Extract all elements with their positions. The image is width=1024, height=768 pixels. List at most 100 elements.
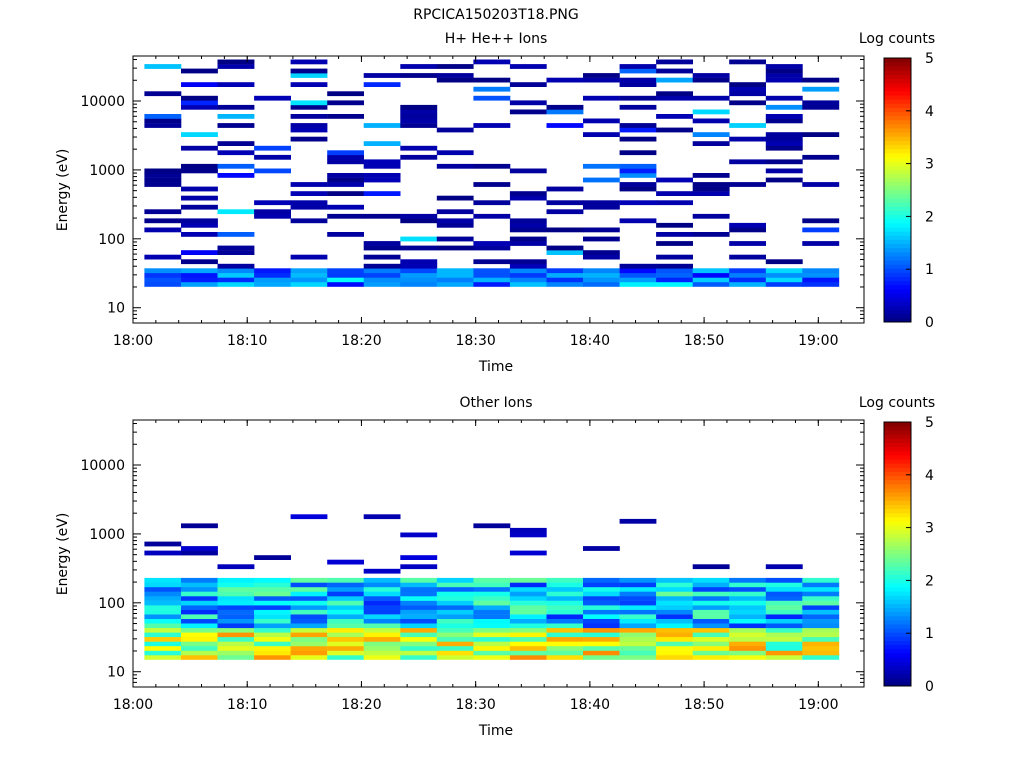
heatmap-cell [217, 272, 255, 278]
heatmap-cell [327, 614, 364, 619]
heatmap-cell [692, 186, 730, 192]
heatmap-cell [765, 582, 803, 588]
heatmap-cell [327, 655, 364, 660]
colorbar-segment [884, 256, 911, 261]
heatmap-cell [509, 632, 547, 638]
heatmap-cell [802, 104, 840, 110]
colorbar-segment [884, 492, 911, 497]
heatmap-cell [692, 596, 730, 601]
x-tick-label: 18:10 [227, 697, 267, 713]
heatmap-cell [436, 605, 474, 610]
heatmap-cell [400, 109, 438, 115]
heatmap-cell [509, 577, 547, 583]
heatmap-cell [729, 609, 766, 615]
heatmap-cell [802, 227, 840, 233]
heatmap-cell [619, 518, 657, 524]
heatmap-cell [181, 68, 218, 74]
heatmap-cell [327, 154, 364, 160]
colorbar-segment [884, 533, 911, 538]
heatmap-cell [144, 609, 182, 615]
colorbar-segment [884, 578, 911, 584]
heatmap-cell [656, 577, 693, 583]
heatmap-cell [254, 213, 291, 219]
heatmap-cell [217, 582, 255, 588]
x-tick-label: 18:20 [341, 697, 381, 713]
heatmap-cell [363, 163, 401, 169]
heatmap-cell [729, 222, 766, 228]
colorbar-segment [884, 661, 911, 666]
colorbar: 0 1 2 3 4 5 [883, 415, 934, 695]
heatmap-cell [729, 636, 766, 642]
heatmap-cell [765, 627, 803, 633]
colorbar-segment [884, 549, 911, 555]
heatmap-cell [400, 213, 438, 219]
colorbar-segment [884, 148, 911, 154]
heatmap-cell [692, 636, 730, 642]
heatmap-cell [290, 618, 328, 624]
heatmap-cell [363, 582, 401, 588]
heatmap-cell [509, 109, 547, 115]
heatmap-cell [802, 100, 840, 106]
colorbar-segment [884, 173, 911, 179]
colorbar-segment [884, 479, 911, 485]
heatmap-cell [583, 605, 620, 610]
panel-hplus-ions: H+ He++ Ions Energy (eV) Time Log counts… [55, 31, 935, 375]
heatmap-cell [473, 618, 511, 624]
heatmap-cell [619, 136, 657, 142]
heatmap-cell [765, 118, 803, 124]
heatmap-cell [619, 614, 657, 619]
heatmap-cell [583, 650, 620, 656]
heatmap-cell [692, 268, 730, 274]
colorbar-segment [884, 450, 911, 456]
heatmap-cell [217, 82, 255, 87]
heatmap-cell [546, 614, 584, 619]
colorbar-segment [884, 247, 911, 253]
colorbar-segment [884, 500, 911, 505]
colorbar-segment [884, 194, 911, 199]
colorbar-segment [884, 227, 911, 232]
heatmap-cell [254, 609, 291, 615]
heatmap-cell [363, 627, 401, 633]
colorbar-segment [884, 301, 911, 306]
heatmap-cell [473, 86, 511, 92]
heatmap-cell [656, 596, 693, 601]
colorbar-segment [884, 251, 911, 257]
heatmap-cell [729, 650, 766, 656]
heatmap-cell [181, 168, 218, 174]
heatmap-cell [181, 204, 218, 210]
heatmap-cell [509, 263, 547, 269]
heatmap-cell [436, 596, 474, 601]
colorbar-segment [884, 62, 911, 67]
heatmap-cell [363, 82, 401, 87]
heatmap-cell [509, 222, 547, 228]
heatmap-cell [400, 218, 438, 224]
heatmap-cell [729, 641, 766, 647]
heatmap-cell [802, 596, 840, 601]
heatmap-cell [509, 591, 547, 597]
heatmap-cell [802, 182, 840, 187]
heatmap-cell [765, 655, 803, 660]
heatmap-cell [400, 623, 438, 629]
heatmap-cell [802, 154, 840, 160]
heatmap-cell [400, 618, 438, 624]
heatmap-cell [144, 114, 182, 119]
heatmap-cell [729, 136, 766, 142]
heatmap-cell [619, 596, 657, 601]
heatmap-cell [217, 245, 255, 251]
heatmap-cell [254, 636, 291, 642]
colorbar-segment [884, 289, 911, 294]
heatmap-cell [473, 600, 511, 606]
heatmap-cell [509, 272, 547, 278]
heatmap-cell [290, 596, 328, 601]
heatmap-cell [583, 636, 620, 642]
colorbar-segment [884, 268, 911, 273]
colorbar-segment [884, 483, 911, 489]
heatmap-cell [217, 232, 255, 237]
heatmap-cell [509, 236, 547, 242]
colorbar-segment [884, 426, 911, 431]
colorbar-segment [884, 297, 911, 302]
heatmap-cell [181, 132, 218, 137]
heatmap-cell [619, 168, 657, 174]
colorbar-segment [884, 317, 911, 323]
heatmap-cell [619, 95, 657, 101]
